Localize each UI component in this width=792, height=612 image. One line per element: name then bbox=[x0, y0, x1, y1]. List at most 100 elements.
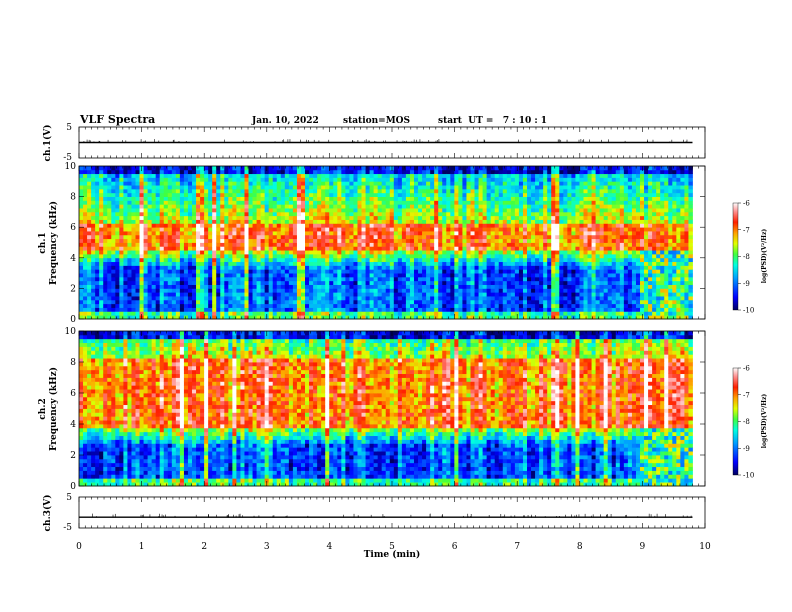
spectrogram-cell bbox=[220, 242, 225, 247]
spectrogram-cell bbox=[474, 181, 479, 186]
spectrogram-cell bbox=[426, 242, 431, 247]
spectrogram-cell bbox=[422, 219, 427, 224]
spectrogram-cell bbox=[514, 185, 520, 190]
spectrogram-cell bbox=[333, 215, 338, 220]
spectrogram-cell bbox=[111, 261, 116, 266]
panel-ticks bbox=[78, 127, 706, 158]
spectrogram-cell bbox=[196, 204, 201, 209]
spectrogram-cell bbox=[329, 250, 334, 255]
spectrogram-cell bbox=[353, 311, 358, 316]
spectrogram-cell bbox=[313, 181, 318, 186]
spectrogram-cell bbox=[167, 234, 173, 240]
spectrogram-cell bbox=[196, 219, 201, 224]
spectrogram-cell bbox=[478, 311, 484, 316]
spectrogram-cell bbox=[147, 307, 153, 312]
spectrogram-cell bbox=[260, 223, 266, 228]
spectrogram-cell bbox=[236, 231, 241, 236]
spectrogram-cell bbox=[300, 196, 306, 201]
spectrogram-cell bbox=[272, 292, 278, 297]
spectrogram-cell bbox=[175, 261, 181, 266]
spectrogram-cell bbox=[486, 177, 492, 182]
spectrogram-cell bbox=[458, 215, 463, 220]
spectrogram-cell bbox=[518, 307, 524, 312]
spectrogram-cell bbox=[490, 238, 496, 243]
spectrogram-cell bbox=[309, 219, 314, 224]
spectrogram-cell bbox=[357, 242, 362, 247]
spectrogram-cell bbox=[216, 185, 221, 190]
spectrogram-cell bbox=[430, 196, 435, 201]
spectrogram-cell bbox=[131, 204, 136, 209]
spectrogram-cell bbox=[276, 173, 282, 178]
spectrogram-cell bbox=[192, 253, 197, 259]
panel-waveform-ch1: 5 -5 ch.1(V) bbox=[42, 123, 706, 163]
spectrogram-cell bbox=[305, 288, 310, 293]
spectrogram-cell bbox=[276, 288, 282, 293]
spectrogram-cell bbox=[333, 246, 338, 251]
spectrogram-cell bbox=[446, 288, 451, 293]
spectrogram-cell bbox=[232, 307, 237, 312]
spectrogram-cell bbox=[196, 246, 201, 251]
spectrogram-cell bbox=[522, 200, 528, 205]
spectrogram-cell bbox=[373, 280, 379, 285]
spectrogram-cell bbox=[248, 273, 253, 278]
spectrogram-cell bbox=[502, 242, 508, 247]
spectrogram-cell bbox=[470, 219, 475, 224]
spectrogram-cell bbox=[127, 284, 132, 289]
spectrogram-cell bbox=[365, 169, 370, 175]
spectrogram-cell bbox=[139, 288, 144, 293]
spectrogram-cell bbox=[518, 257, 524, 263]
spectrogram-cell bbox=[123, 223, 128, 228]
spectrogram-cell bbox=[264, 303, 270, 308]
spectrogram-cell bbox=[539, 169, 544, 175]
spectrogram-cell bbox=[413, 200, 419, 205]
spectrogram-cell bbox=[183, 311, 189, 316]
spectrogram-cell bbox=[260, 299, 266, 305]
spectrogram-cell bbox=[446, 215, 451, 220]
spectrogram-cell bbox=[539, 303, 544, 308]
spectrogram-cell bbox=[389, 238, 395, 243]
spectrogram-cell bbox=[321, 276, 326, 282]
spectrogram-cell bbox=[454, 315, 459, 320]
spectrogram-cell bbox=[268, 273, 274, 278]
spectrogram-cell bbox=[442, 223, 447, 228]
spectrogram-cell bbox=[482, 265, 488, 270]
spectrogram-cell bbox=[155, 296, 161, 301]
spectrogram-cell bbox=[163, 231, 169, 236]
spectrogram-cell bbox=[224, 307, 229, 312]
spectrogram-cell bbox=[531, 234, 536, 240]
spectrogram-cell bbox=[531, 223, 536, 228]
spectrogram-cell bbox=[83, 219, 88, 224]
spectrogram-cell bbox=[490, 288, 496, 293]
spectrogram-cell bbox=[397, 166, 403, 171]
spectrogram-cell bbox=[397, 296, 403, 301]
spectrogram-cell bbox=[292, 276, 298, 282]
spectrogram-cell bbox=[167, 181, 173, 186]
spectrogram-cell bbox=[131, 261, 136, 266]
spectrogram-cell bbox=[393, 315, 399, 320]
spectrogram-cell bbox=[163, 250, 169, 255]
spectrogram-cell bbox=[204, 307, 209, 312]
spectrogram-cell bbox=[87, 250, 92, 255]
spectrogram-cell bbox=[494, 315, 500, 320]
spectrogram-cell bbox=[438, 238, 443, 243]
spectrogram-cell bbox=[192, 181, 197, 186]
spectrogram-cell bbox=[313, 303, 318, 308]
spectrogram-cell bbox=[167, 296, 173, 301]
spectrogram-cell bbox=[369, 219, 375, 224]
spectrogram-cell bbox=[244, 234, 249, 240]
spectrogram-cell bbox=[426, 231, 431, 236]
spectrogram-cell bbox=[349, 288, 354, 293]
spectrogram-cell bbox=[280, 315, 286, 320]
spectrogram-cell bbox=[159, 227, 165, 232]
spectrogram-cell bbox=[143, 311, 149, 316]
spectrogram-cell bbox=[103, 177, 108, 182]
spectrogram-cell bbox=[353, 296, 358, 301]
spectrogram-cell bbox=[196, 288, 201, 293]
spectrogram-cell bbox=[401, 181, 407, 186]
spectrogram-cell bbox=[179, 200, 185, 205]
spectrogram-cell bbox=[547, 257, 552, 263]
spectrogram-cell bbox=[353, 253, 358, 259]
spectrogram-cell bbox=[514, 173, 520, 178]
spectrogram-cell bbox=[486, 292, 492, 297]
spectrogram-cell bbox=[212, 292, 217, 297]
